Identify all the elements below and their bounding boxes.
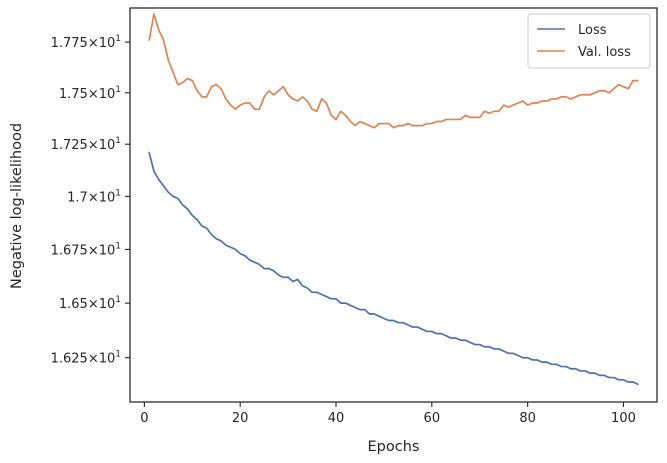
plot-area-frame xyxy=(129,7,658,403)
y-tick-label: 1.675×101 xyxy=(51,241,121,258)
x-tick-label: 40 xyxy=(328,411,345,426)
x-tick-label: 100 xyxy=(611,411,636,426)
y-tick-label: 1.725×101 xyxy=(51,136,121,153)
series-layer xyxy=(148,13,639,386)
series-line-loss xyxy=(148,151,639,386)
x-axis-label: Epochs xyxy=(368,439,420,455)
y-tick-label: 1.65×101 xyxy=(59,295,121,312)
y-tick-label: 1.775×101 xyxy=(51,34,121,51)
legend: Loss Val. loss xyxy=(527,13,651,69)
y-tick-label: 1.7×101 xyxy=(67,188,121,205)
y-tick-label: 1.625×101 xyxy=(51,350,121,367)
x-tick-label: 20 xyxy=(232,411,249,426)
legend-label-val-loss: Val. loss xyxy=(578,45,631,60)
legend-box xyxy=(527,13,651,69)
x-tick-label: 80 xyxy=(519,411,536,426)
y-tick-label: 1.75×101 xyxy=(59,85,121,102)
series-line-val-loss xyxy=(148,13,639,129)
y-axis-label: Negative log-likelihood xyxy=(9,123,25,289)
x-tick-label: 60 xyxy=(424,411,441,426)
y-axis-ticks: 1.625×101 1.65×101 1.675×101 1.7×101 1.725×1… xyxy=(51,34,130,367)
x-axis-ticks: 0 20 40 60 80 100 xyxy=(140,402,636,426)
x-tick-label: 0 xyxy=(140,411,148,426)
legend-label-loss: Loss xyxy=(578,23,607,38)
